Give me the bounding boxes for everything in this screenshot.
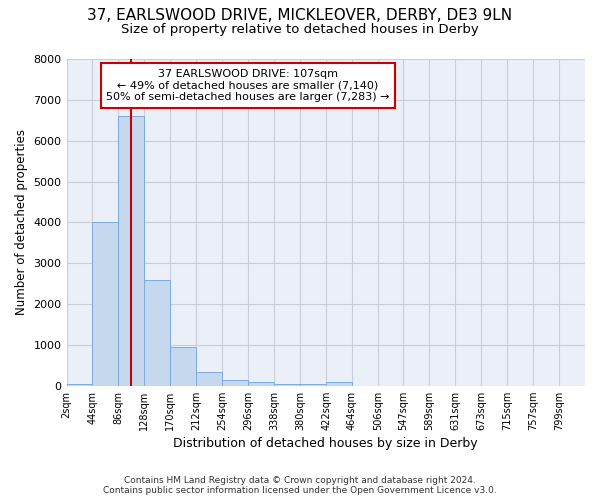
Bar [248,382,274,386]
Bar [196,372,222,386]
Bar [300,384,326,386]
Bar [326,382,352,386]
Bar [170,347,196,386]
Text: Size of property relative to detached houses in Derby: Size of property relative to detached ho… [121,22,479,36]
Bar [67,384,92,386]
Bar [92,222,118,386]
X-axis label: Distribution of detached houses by size in Derby: Distribution of detached houses by size … [173,437,478,450]
Bar [118,116,145,386]
Text: 37, EARLSWOOD DRIVE, MICKLEOVER, DERBY, DE3 9LN: 37, EARLSWOOD DRIVE, MICKLEOVER, DERBY, … [88,8,512,22]
Bar [222,380,248,386]
Text: 37 EARLSWOOD DRIVE: 107sqm
← 49% of detached houses are smaller (7,140)
50% of s: 37 EARLSWOOD DRIVE: 107sqm ← 49% of deta… [106,69,390,102]
Bar [274,384,300,386]
Text: Contains HM Land Registry data © Crown copyright and database right 2024.
Contai: Contains HM Land Registry data © Crown c… [103,476,497,495]
Bar [145,280,170,386]
Y-axis label: Number of detached properties: Number of detached properties [15,130,28,316]
